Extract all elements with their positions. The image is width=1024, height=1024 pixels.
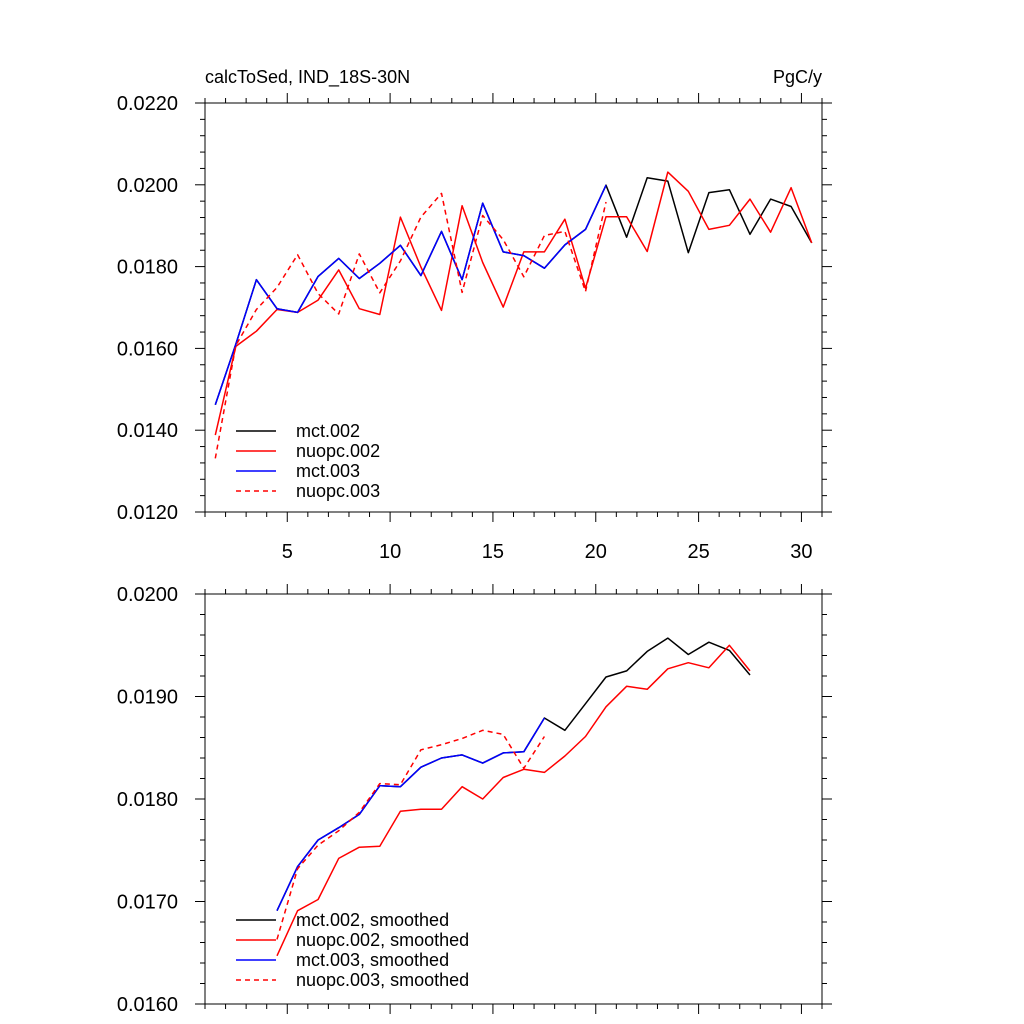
- top-y-tick-label: 0.0160: [117, 338, 178, 360]
- top-chart-units-label: PgC/y: [773, 67, 822, 87]
- top-legend-label: mct.003: [296, 461, 360, 481]
- bottom-y-tick-label: 0.0160: [117, 994, 178, 1016]
- bottom-legend-label: mct.003, smoothed: [296, 950, 449, 970]
- top-y-tick-label: 0.0200: [117, 175, 178, 197]
- top-legend-label: nuopc.003: [296, 481, 380, 501]
- bottom-legend-label: mct.002, smoothed: [296, 910, 449, 930]
- top-series-line-0: [214, 177, 813, 406]
- bottom-y-tick-label: 0.0180: [117, 789, 178, 811]
- top-y-tick-label: 0.0120: [117, 502, 178, 524]
- top-series-line-2: [214, 184, 607, 406]
- bottom-y-tick-label: 0.0170: [117, 892, 178, 914]
- top-x-tick-label: 20: [585, 541, 607, 563]
- top-legend-label: nuopc.002: [296, 441, 380, 461]
- bottom-series-line-0: [276, 637, 751, 912]
- top-y-tick-label: 0.0140: [117, 420, 178, 442]
- top-series-line-3: [214, 192, 607, 459]
- bottom-y-tick-label: 0.0190: [117, 687, 178, 709]
- bottom-legend-label: nuopc.002, smoothed: [296, 930, 469, 950]
- top-x-tick-label: 30: [790, 541, 812, 563]
- top-y-tick-label: 0.0180: [117, 257, 178, 279]
- bottom-y-tick-label: 0.0200: [117, 584, 178, 606]
- top-chart-title-left: calcToSed, IND_18S-30N: [205, 67, 410, 88]
- top-x-tick-label: 5: [282, 541, 293, 563]
- top-legend-label: mct.002: [296, 421, 360, 441]
- bottom-legend-label: nuopc.003, smoothed: [296, 970, 469, 990]
- bottom-series-line-3: [276, 729, 546, 940]
- top-chart: 0.0120 0.0140 0.0160 0.0180 0.0200 0.0220 5 10 1…: [117, 93, 832, 563]
- bottom-series-line-2: [276, 717, 546, 912]
- top-series-line-1: [214, 171, 813, 436]
- top-x-tick-label: 25: [687, 541, 709, 563]
- top-y-tick-label: 0.0220: [117, 93, 178, 115]
- top-x-tick-label: 15: [482, 541, 504, 563]
- bottom-series-line-1: [276, 644, 751, 957]
- top-x-tick-label: 10: [379, 541, 401, 563]
- bottom-chart: 0.0160 0.0170 0.0180 0.0190 0.0200 mct.002, s…: [117, 584, 832, 1016]
